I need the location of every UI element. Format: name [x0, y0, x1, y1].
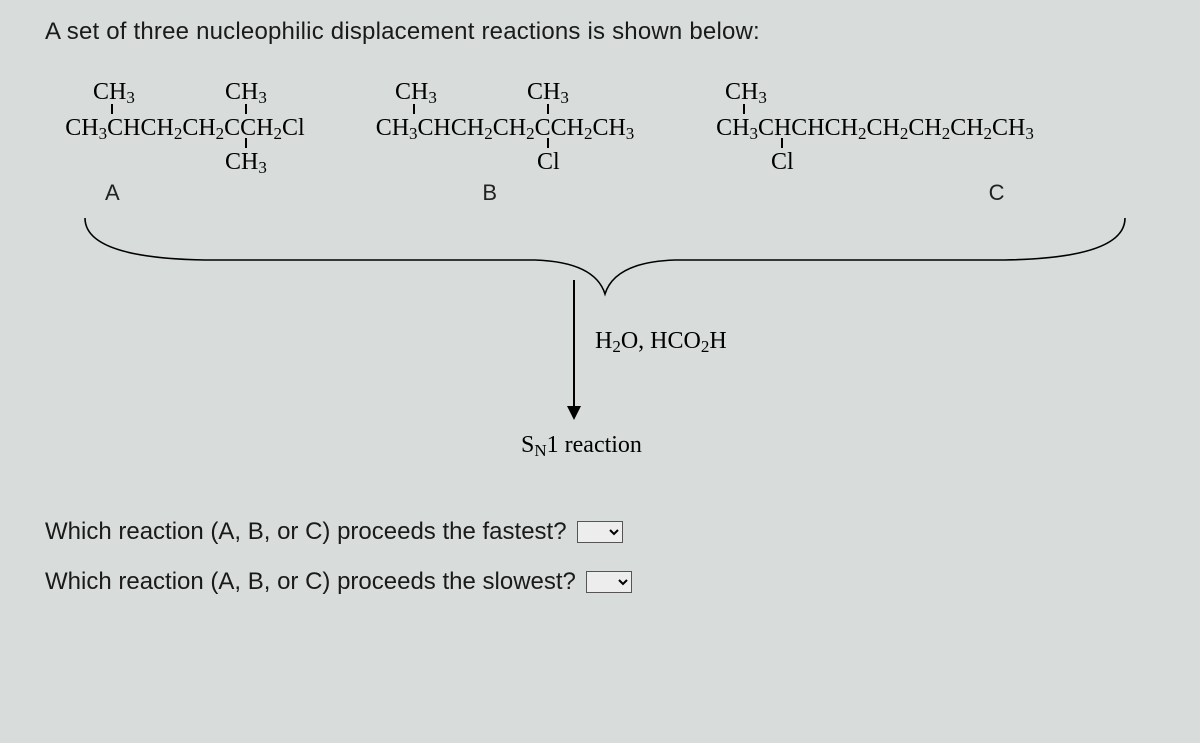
q1-text: Which reaction (A, B, or C) proceeds the… — [45, 518, 567, 546]
product-label: SN1 reaction — [521, 432, 642, 459]
label-a: A — [105, 182, 120, 204]
structures-row: CH3 CH3 CH3CHCH2CH2CCH2Cl CH3 A CH3 CH3 — [45, 80, 1170, 204]
label-c: C — [989, 182, 1005, 204]
reaction-arrow — [573, 280, 575, 410]
structure-b: CH3 CH3 CH3CHCH2CH2CCH2CH3 Cl B — [355, 80, 655, 204]
q2-select[interactable]: ABC — [586, 571, 632, 593]
reagent-text: H2O, HCO2H — [595, 328, 727, 355]
label-b: B — [482, 182, 497, 204]
q1-select[interactable]: ABC — [577, 521, 623, 543]
q2-text: Which reaction (A, B, or C) proceeds the… — [45, 568, 576, 596]
brace — [75, 208, 1135, 298]
page-title: A set of three nucleophilic displacement… — [45, 18, 1170, 46]
structure-a: CH3 CH3 CH3CHCH2CH2CCH2Cl CH3 A — [45, 80, 325, 204]
structure-c: CH3 CH3CHCHCH2CH2CH2CH2CH3 Cl C — [685, 80, 1065, 204]
arrow-head-icon — [567, 406, 581, 420]
